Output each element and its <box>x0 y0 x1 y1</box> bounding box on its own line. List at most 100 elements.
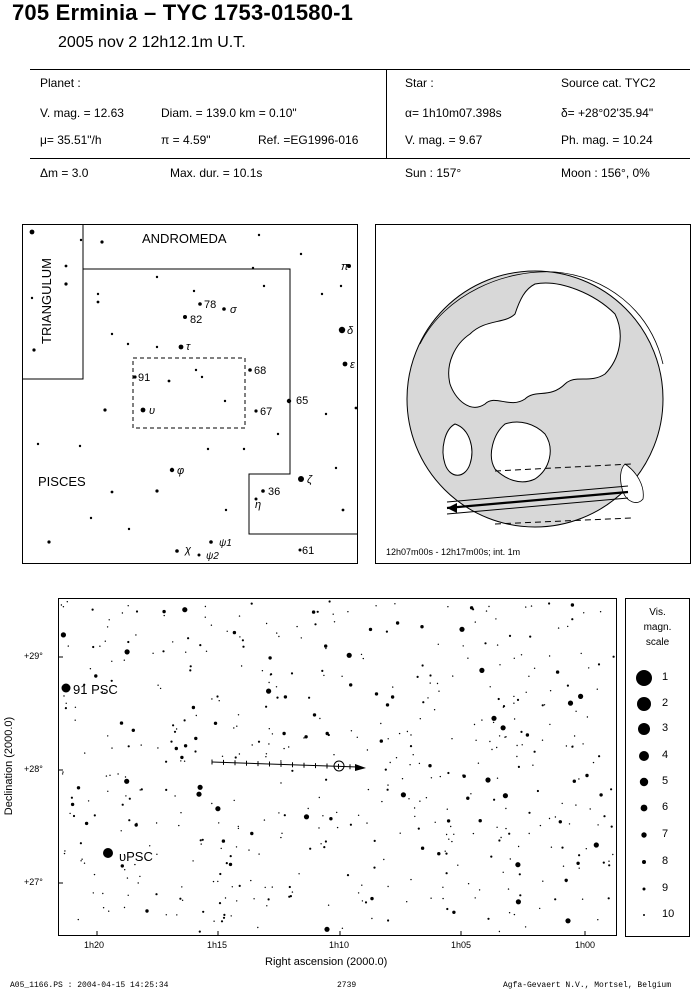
field-star <box>288 885 291 889</box>
field-star <box>125 795 127 797</box>
field-star <box>492 721 495 724</box>
star-alpha: α= 1h10m07.398s <box>405 106 502 120</box>
field-star <box>437 852 441 856</box>
field-star <box>104 692 106 694</box>
field-star <box>413 807 416 809</box>
field-star <box>134 863 136 866</box>
field-star <box>583 612 585 614</box>
field-star <box>445 872 448 875</box>
field-star <box>215 806 221 812</box>
field-star <box>165 914 167 916</box>
field-star <box>276 632 278 634</box>
field-star <box>478 819 482 823</box>
field-star <box>257 740 261 743</box>
field-star <box>131 728 135 732</box>
field-star <box>238 884 241 887</box>
field-star <box>236 900 238 902</box>
field-star <box>124 778 130 784</box>
field-star <box>140 788 143 791</box>
field-star <box>127 640 130 644</box>
field-star <box>493 798 496 801</box>
max-duration: Max. dur. = 10.1s <box>170 166 263 180</box>
field-star <box>235 846 238 848</box>
field-star <box>180 760 182 762</box>
field-star <box>126 877 129 879</box>
field-star <box>596 688 598 690</box>
star-label-36: 36 <box>268 486 280 498</box>
field-star <box>565 745 568 747</box>
xtick-1h00: 1h00 <box>575 940 596 950</box>
scale-dots <box>636 670 652 916</box>
footer-file: A05_1166.PS : 2004-04-15 14:25:34 <box>10 981 169 990</box>
field-star <box>395 621 400 625</box>
field-star <box>312 713 317 717</box>
table-mid-rule <box>30 158 690 159</box>
field-star <box>498 735 501 737</box>
field-star <box>379 739 383 743</box>
field-star <box>453 833 455 835</box>
field-star <box>489 686 491 688</box>
field-star <box>401 778 404 780</box>
scale-mag-1: 1 <box>662 671 669 683</box>
field-star <box>513 702 515 704</box>
field-star <box>496 777 499 779</box>
field-star <box>478 889 481 891</box>
field-star <box>385 630 388 633</box>
field-star <box>195 714 197 717</box>
field-star <box>416 675 419 678</box>
field-star <box>568 823 571 825</box>
field-star <box>225 862 228 865</box>
field-star <box>333 621 336 623</box>
field-star <box>448 838 450 840</box>
field-star <box>561 802 563 805</box>
star-delta: δ= +28°02'35.94" <box>561 106 654 120</box>
globe-caption: 12h07m00s - 12h17m00s; int. 1m <box>386 547 520 557</box>
star-label-pi: π <box>341 261 349 273</box>
field-star <box>94 674 98 678</box>
field-star <box>83 683 86 686</box>
field-star <box>349 683 353 687</box>
field-star <box>599 611 602 613</box>
field-star <box>427 697 429 699</box>
field-star <box>562 865 565 867</box>
field-star <box>387 738 389 740</box>
footer-page: 2739 <box>337 981 357 990</box>
field-star <box>127 605 129 607</box>
field-star <box>436 682 439 685</box>
field-star <box>216 695 219 698</box>
field-star <box>238 615 241 617</box>
field-star <box>124 649 130 655</box>
field-star <box>425 797 428 799</box>
field-star <box>218 902 222 905</box>
field-star <box>268 728 270 730</box>
star-label-upsilon-psc: υPSC <box>119 849 153 864</box>
field-star <box>336 811 338 814</box>
field-star <box>62 606 65 608</box>
field-star <box>268 743 270 745</box>
field-star <box>111 660 113 662</box>
field-star <box>121 803 124 806</box>
star-label-psi2: ψ2 <box>206 551 219 562</box>
field-star <box>414 815 416 818</box>
field-star <box>123 659 126 661</box>
field-star <box>597 919 599 921</box>
field-star <box>419 800 421 802</box>
field-star <box>239 636 241 638</box>
field-star <box>500 836 502 839</box>
field-star <box>248 849 250 851</box>
field-star <box>219 872 222 876</box>
field-star <box>266 688 272 694</box>
field-star <box>395 757 398 759</box>
field-star <box>487 917 490 920</box>
field-star <box>572 779 576 783</box>
field-star <box>145 909 149 913</box>
field-star <box>571 618 574 621</box>
field-star <box>548 817 551 820</box>
field-star <box>210 624 213 626</box>
field-star <box>502 871 504 873</box>
field-star <box>580 652 582 655</box>
field-star <box>69 812 71 815</box>
field-star <box>318 827 320 829</box>
field-star <box>520 730 523 733</box>
field-star <box>189 669 192 672</box>
